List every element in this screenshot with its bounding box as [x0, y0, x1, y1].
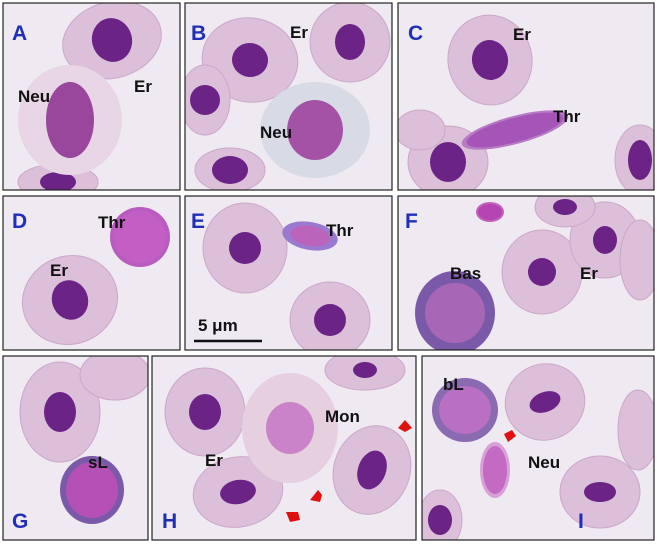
nucleus [232, 42, 268, 78]
panel-image [398, 196, 654, 350]
nucleus [40, 172, 76, 190]
cell-label: Neu [260, 123, 292, 142]
erythrocyte [617, 389, 654, 471]
nucleus [471, 40, 509, 80]
nucleus [290, 225, 330, 247]
nucleus [528, 258, 556, 286]
nucleus [266, 402, 314, 454]
arrowhead [310, 490, 322, 502]
cell-label: Er [513, 25, 531, 44]
arrowhead [398, 420, 412, 432]
panel-frame [184, 195, 393, 351]
panel-image [398, 3, 654, 190]
nucleus [425, 283, 485, 343]
cell-label: Thr [326, 221, 354, 240]
nucleus [428, 505, 452, 535]
panel-image [185, 3, 392, 190]
nucleus [439, 386, 491, 434]
nucleus [584, 482, 616, 502]
cell-label: Thr [553, 107, 581, 126]
frame-layer [2, 2, 655, 541]
panel-frame [184, 2, 393, 191]
cell-label: Thr [98, 213, 126, 232]
panel-frame [2, 195, 181, 351]
panel-frame [421, 355, 655, 541]
nucleus [430, 142, 466, 182]
nucleus [483, 446, 507, 494]
cell-label: Er [580, 264, 598, 283]
panel-letter: F [405, 210, 418, 233]
arrowhead [504, 430, 516, 442]
nucleus [189, 394, 221, 430]
scale-bar-label: 5 μm [198, 316, 238, 335]
nucleus [44, 392, 76, 432]
nucleus [335, 24, 365, 60]
cell-layer [3, 3, 654, 540]
nucleus [220, 479, 256, 505]
panel-frame [397, 2, 655, 191]
panel-frame [151, 355, 417, 541]
panel-image [3, 356, 148, 540]
panel-letter: D [12, 210, 27, 233]
arrowhead [286, 512, 300, 522]
panel-letter: B [191, 22, 206, 45]
nucleus [553, 199, 577, 215]
cell-label: Er [205, 451, 223, 470]
nucleus [628, 140, 652, 180]
nucleus [353, 362, 377, 378]
nucleus [114, 211, 166, 263]
nucleus [91, 18, 133, 62]
nucleus [287, 100, 343, 160]
panel-letter: A [12, 22, 27, 45]
nucleus [66, 462, 118, 518]
panel-image [152, 356, 416, 540]
nucleus [314, 304, 346, 336]
panel-frame [2, 355, 149, 541]
panel-letter: C [408, 22, 423, 45]
panel-image [422, 356, 654, 540]
nucleus [212, 156, 248, 184]
label-layer: A Neu Er B Er Neu C Er Thr D Thr Er E Th… [12, 22, 598, 533]
nucleus [529, 391, 561, 413]
nucleus [46, 82, 94, 158]
nucleus [190, 85, 220, 115]
panel-letter: H [162, 510, 177, 533]
panel-letter: G [12, 510, 28, 533]
nucleus [478, 204, 502, 220]
panel-image [3, 3, 180, 190]
nucleus [51, 280, 89, 320]
erythrocyte [79, 356, 148, 401]
panel-frame [2, 2, 181, 191]
panel-frame [397, 195, 655, 351]
panel-letter: E [191, 210, 205, 233]
cell-label: Mon [325, 407, 360, 426]
panel-image [185, 196, 392, 350]
cell-label: Er [134, 77, 152, 96]
cell-label: bL [443, 375, 464, 394]
panel-letter: I [578, 510, 584, 533]
cell-label: Er [290, 23, 308, 42]
nucleus [593, 226, 617, 254]
nucleus [357, 450, 387, 490]
cell-label: Neu [528, 453, 560, 472]
nucleus [466, 112, 564, 148]
cell-label: Er [50, 261, 68, 280]
cell-label: sL [88, 453, 108, 472]
erythrocyte [619, 219, 654, 301]
nucleus [229, 232, 261, 264]
erythrocyte [398, 109, 446, 151]
cell-label: Neu [18, 87, 50, 106]
panel-image [3, 196, 180, 350]
cell-label: Bas [450, 264, 481, 283]
